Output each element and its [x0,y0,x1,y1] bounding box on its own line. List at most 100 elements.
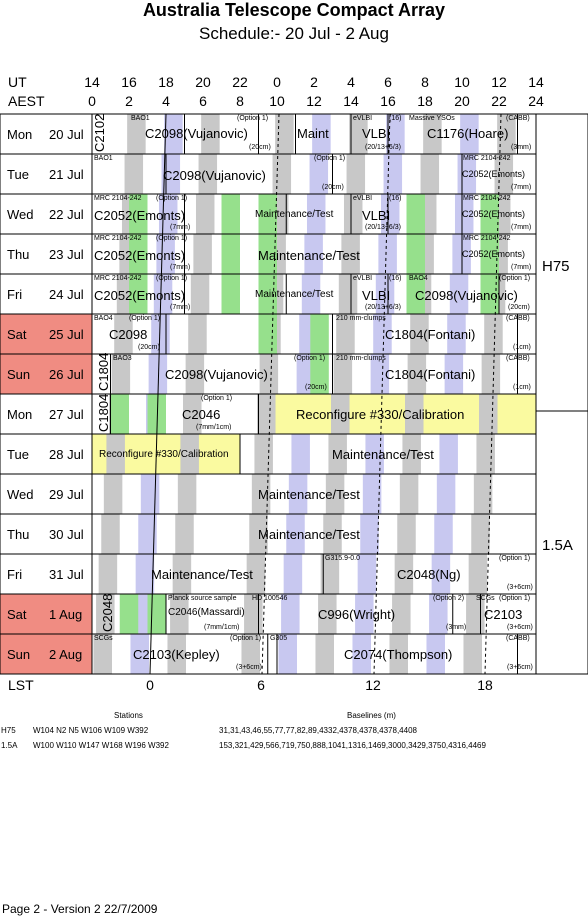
green-stripe [258,234,277,274]
aest-tick: 2 [125,93,133,109]
cell-source: eVLBI [353,275,373,282]
blue-stripe [291,434,310,474]
cell-source: MRC 2104-242 [94,235,142,242]
blue-stripe [431,554,451,594]
ut-tick: 6 [384,74,392,90]
lst-tick: 12 [365,677,381,693]
aest-tick: 24 [528,93,544,109]
day-label: Thu 23 Jul [0,234,92,274]
day-date: 26 Jul [49,366,84,382]
cell-option: (Option 1) [314,155,346,162]
cell-source: MRC 2104-242 [463,235,511,242]
grey-stripe [103,474,123,514]
cell-project: C2052(Emonts) [462,249,526,259]
blue-stripe [286,514,305,554]
aest-tick: 22 [491,93,507,109]
cell-project: C2098 [109,327,148,342]
blue-stripe [140,474,160,514]
blue-stripe [383,154,403,194]
aest-tick: 6 [199,93,207,109]
cell-option: (CABB) [506,355,530,362]
day-label: Wed 22 Jul [0,194,92,234]
grey-stripe [336,314,355,354]
grey-stripe [93,634,112,674]
blue-stripe [130,634,149,674]
grey-stripe [246,554,266,594]
cell-project: C2046(Massardi) [168,607,245,618]
cell-source: Planck source sample [168,595,237,602]
green-stripe [221,194,240,234]
cell-option: (Option 1) [201,395,233,402]
cell-vertical-label: C2048 [100,593,115,632]
blue-stripe [386,114,405,154]
cell-band: (7mm) [170,304,191,311]
lst-tick: 0 [146,677,154,693]
cell-project: C2052(Emonts) [94,248,186,263]
aest-tick: 16 [380,93,396,109]
blue-stripe [309,154,329,194]
grey-stripe [473,474,493,514]
grey-stripe [98,554,118,594]
grey-stripe [111,354,131,394]
day-date: 22 Jul [49,206,84,222]
grey-stripe [320,554,340,594]
lst-line-0 [149,113,167,675]
grey-stripe [468,554,488,594]
footer-config: 1.5A [1,741,18,750]
footer-stations: W104 N2 N5 W106 W109 W392 [33,726,149,735]
day-of-week: Mon [7,406,33,422]
footer-baselines: 153,321,429,566,719,750,888,1041,1316,14… [219,741,486,750]
grey-stripe [420,154,440,194]
blue-stripe [429,594,448,634]
grey-stripe [333,354,353,394]
grey-stripe [349,114,368,154]
day-of-week: Sun [7,366,31,382]
blue-stripe [153,274,173,314]
grey-stripe [463,634,482,674]
grey-stripe [405,394,424,434]
blue-stripe [278,634,297,674]
grey-stripe [190,274,210,314]
day-date: 23 Jul [49,246,84,262]
grey-stripe [338,274,358,314]
day-date: 1 Aug [49,606,83,622]
cell-option: (Option 1) [294,355,326,362]
day-label: Sat 25 Jul [0,314,92,354]
grey-stripe [346,154,366,194]
day-date: 20 Jul [49,126,84,142]
green-stripe [310,314,329,354]
ut-tick: 22 [232,74,248,90]
grey-stripe [481,354,501,394]
day-label: Mon 27 Jul [0,394,92,434]
cell-project: Maintenance/Test [151,567,253,582]
blue-stripe [304,234,323,274]
cell-band: (3+6cm) [507,624,533,631]
cell-project: C2098(Vujanovic) [415,288,518,303]
cell-vertical-label: C2102 [92,113,107,152]
grey-stripe [193,234,212,274]
grey-stripe [402,434,421,474]
cell-project: Reconfigure #330/Calibration [296,407,465,422]
grey-stripe [315,634,334,674]
ut-tick: 8 [421,74,429,90]
cell-band: (7mm) [170,224,191,231]
blue-stripe [357,554,377,594]
blue-stripe [370,354,390,394]
grey-stripe [497,114,516,154]
page-title: Australia Telescope Compact Array [142,0,446,20]
aest-tick: 10 [269,93,285,109]
day-date: 30 Jul [49,526,84,542]
cell-project: Maintenance/Test [258,527,360,542]
grey-stripe [397,514,416,554]
cell-source: MRC 2104-242 [463,155,511,162]
ut-tick: 14 [84,74,100,90]
ut-tick: 20 [195,74,211,90]
cell-band: (20/13+6/3) [365,224,401,231]
blue-stripe [373,314,392,354]
cell-option: (16) [389,115,402,122]
cell-source: HD 100546 [252,595,288,602]
day-label: Tue 21 Jul [0,154,92,194]
cell-band: (7mm) [170,264,191,271]
page-subtitle: Schedule:- 20 Jul - 2 Aug [199,24,389,43]
day-date: 25 Jul [49,326,84,342]
